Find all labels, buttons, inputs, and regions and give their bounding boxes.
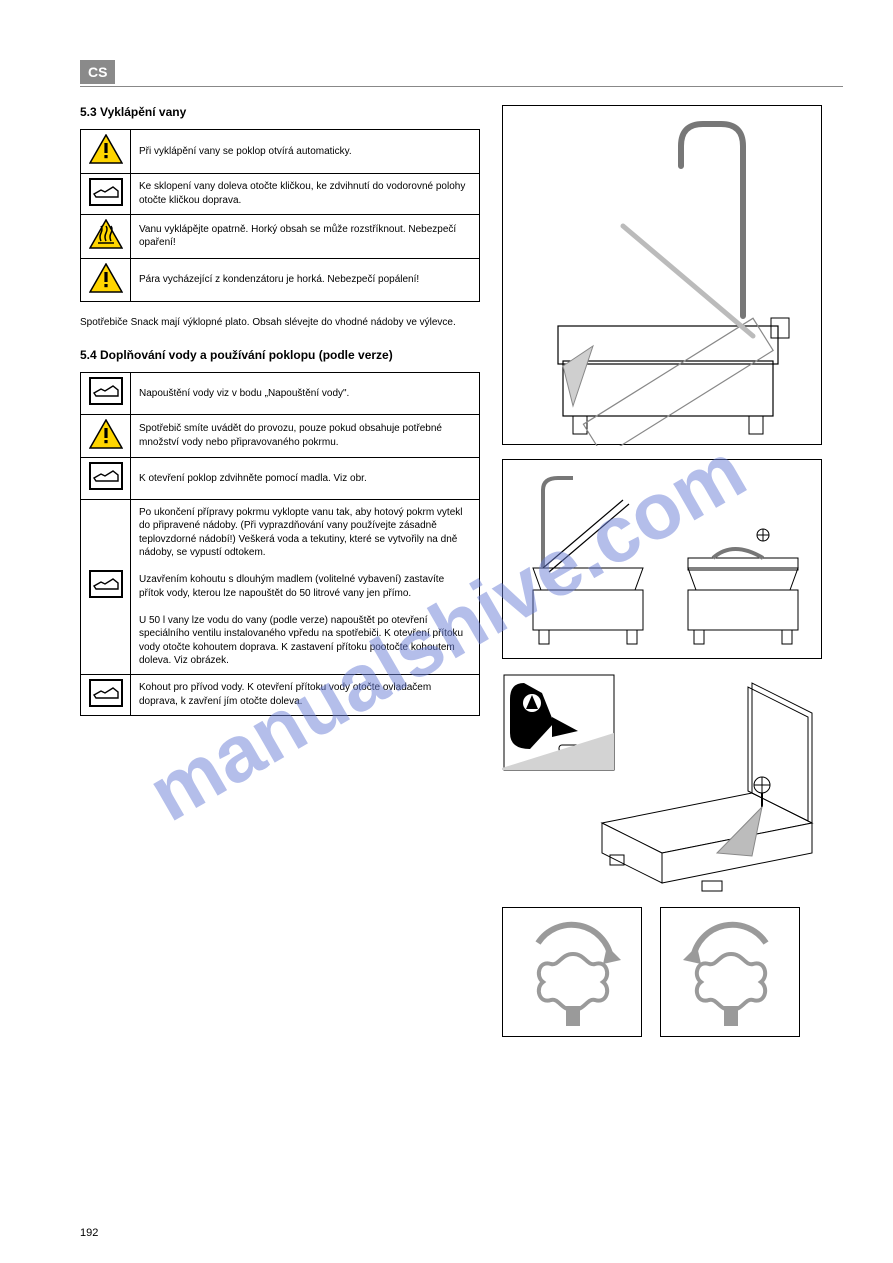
table-row: Při vyklápění vany se poklop otvírá auto… xyxy=(81,130,480,174)
hand-icon xyxy=(81,499,131,674)
figure-lid-positions xyxy=(502,459,822,659)
language-badge: CS xyxy=(80,60,115,84)
page-header: CS xyxy=(80,60,843,87)
instruction-table-2: Napouštění vody viz v bodu „Napouštění v… xyxy=(80,372,480,716)
instruction-text: Při vyklápění vany se poklop otvírá auto… xyxy=(131,130,480,174)
table-row: K otevření poklop zdvihněte pomocí madla… xyxy=(81,458,480,500)
warning-icon xyxy=(81,258,131,302)
hot-surface-icon xyxy=(81,215,131,259)
left-column: 5.3 Vyklápění vany Při vyklápění vany se… xyxy=(80,105,480,1037)
table-row: Pára vycházející z kondenzátoru je horká… xyxy=(81,258,480,302)
instruction-text: Pára vycházející z kondenzátoru je horká… xyxy=(131,258,480,302)
hand-icon xyxy=(81,173,131,215)
figure-knob-right xyxy=(502,907,642,1037)
instruction-text: Vanu vyklápějte opatrně. Horký obsah se … xyxy=(131,215,480,259)
figure-knob-left xyxy=(660,907,800,1037)
right-column xyxy=(502,105,842,1037)
table-row: Ke sklopení vany doleva otočte kličkou, … xyxy=(81,173,480,215)
instruction-table-1: Při vyklápění vany se poklop otvírá auto… xyxy=(80,129,480,302)
instruction-text: Kohout pro přívod vody. K otevření příto… xyxy=(131,674,480,716)
figure-tilting-pan xyxy=(502,105,822,445)
hand-icon xyxy=(81,458,131,500)
figure-water-fill xyxy=(502,673,822,893)
instruction-text: Po ukončení přípravy pokrmu vyklopte van… xyxy=(131,499,480,674)
warning-icon xyxy=(81,130,131,174)
hand-icon xyxy=(81,373,131,415)
hand-icon xyxy=(81,674,131,716)
figure-knob-row xyxy=(502,907,842,1037)
page-number: 192 xyxy=(80,1227,98,1239)
table-row: Kohout pro přívod vody. K otevření příto… xyxy=(81,674,480,716)
section-title-1: 5.3 Vyklápění vany xyxy=(80,105,480,119)
table-row: Po ukončení přípravy pokrmu vyklopte van… xyxy=(81,499,480,674)
paragraph: Spotřebiče Snack mají výklopné plato. Ob… xyxy=(80,316,480,330)
instruction-text: Ke sklopení vany doleva otočte kličkou, … xyxy=(131,173,480,215)
section-title-2: 5.4 Doplňování vody a používání poklopu … xyxy=(80,348,480,362)
instruction-text: K otevření poklop zdvihněte pomocí madla… xyxy=(131,458,480,500)
table-row: Spotřebič smíte uvádět do provozu, pouze… xyxy=(81,414,480,458)
instruction-text: Spotřebič smíte uvádět do provozu, pouze… xyxy=(131,414,480,458)
table-row: Vanu vyklápějte opatrně. Horký obsah se … xyxy=(81,215,480,259)
warning-icon xyxy=(81,414,131,458)
instruction-text: Napouštění vody viz v bodu „Napouštění v… xyxy=(131,373,480,415)
table-row: Napouštění vody viz v bodu „Napouštění v… xyxy=(81,373,480,415)
